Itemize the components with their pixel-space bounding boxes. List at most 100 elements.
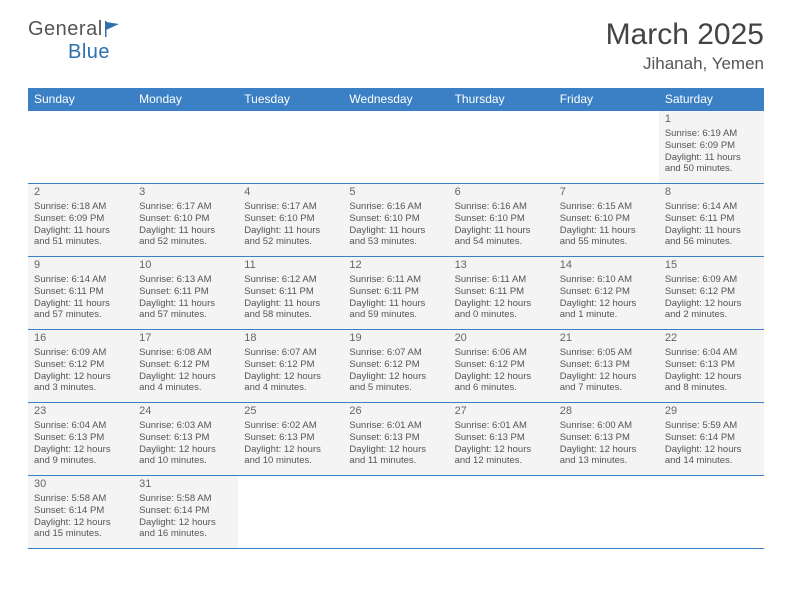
sunrise-text: Sunrise: 6:09 AM	[34, 347, 129, 359]
day-number: 22	[665, 332, 760, 346]
daylight-text-2: and 14 minutes.	[665, 455, 760, 467]
day-number: 18	[244, 332, 339, 346]
day-number: 25	[244, 405, 339, 419]
daylight-text-1: Daylight: 12 hours	[665, 371, 760, 383]
calendar-cell-blank	[343, 476, 448, 548]
sunset-text: Sunset: 6:10 PM	[349, 213, 444, 225]
daylight-text-2: and 0 minutes.	[455, 309, 550, 321]
sunset-text: Sunset: 6:13 PM	[665, 359, 760, 371]
daylight-text-2: and 57 minutes.	[34, 309, 129, 321]
daylight-text-2: and 15 minutes.	[34, 528, 129, 540]
week-row: 2Sunrise: 6:18 AMSunset: 6:09 PMDaylight…	[28, 184, 764, 257]
sunrise-text: Sunrise: 6:13 AM	[139, 274, 234, 286]
day-number: 7	[560, 186, 655, 200]
calendar-cell: 21Sunrise: 6:05 AMSunset: 6:13 PMDayligh…	[554, 330, 659, 402]
day-number: 27	[455, 405, 550, 419]
sunrise-text: Sunrise: 6:17 AM	[139, 201, 234, 213]
sunrise-text: Sunrise: 6:17 AM	[244, 201, 339, 213]
day-number: 14	[560, 259, 655, 273]
sunset-text: Sunset: 6:14 PM	[34, 505, 129, 517]
daylight-text-1: Daylight: 11 hours	[560, 225, 655, 237]
day-number: 6	[455, 186, 550, 200]
calendar-cell: 3Sunrise: 6:17 AMSunset: 6:10 PMDaylight…	[133, 184, 238, 256]
calendar-cell: 28Sunrise: 6:00 AMSunset: 6:13 PMDayligh…	[554, 403, 659, 475]
sunrise-text: Sunrise: 6:16 AM	[455, 201, 550, 213]
calendar-cell: 29Sunrise: 5:59 AMSunset: 6:14 PMDayligh…	[659, 403, 764, 475]
calendar-cell-blank	[238, 476, 343, 548]
day-number: 24	[139, 405, 234, 419]
day-number: 20	[455, 332, 550, 346]
daylight-text-2: and 16 minutes.	[139, 528, 234, 540]
sunrise-text: Sunrise: 6:01 AM	[455, 420, 550, 432]
day-header-row: SundayMondayTuesdayWednesdayThursdayFrid…	[28, 88, 764, 111]
daylight-text-1: Daylight: 11 hours	[665, 225, 760, 237]
sunrise-text: Sunrise: 6:16 AM	[349, 201, 444, 213]
day-header: Saturday	[659, 88, 764, 111]
daylight-text-1: Daylight: 11 hours	[139, 225, 234, 237]
daylight-text-2: and 7 minutes.	[560, 382, 655, 394]
logo-word-2: Blue	[68, 41, 110, 63]
daylight-text-2: and 13 minutes.	[560, 455, 655, 467]
daylight-text-1: Daylight: 12 hours	[665, 444, 760, 456]
calendar-cell: 4Sunrise: 6:17 AMSunset: 6:10 PMDaylight…	[238, 184, 343, 256]
calendar-cell: 25Sunrise: 6:02 AMSunset: 6:13 PMDayligh…	[238, 403, 343, 475]
daylight-text-1: Daylight: 12 hours	[349, 444, 444, 456]
day-number: 2	[34, 186, 129, 200]
daylight-text-1: Daylight: 12 hours	[139, 444, 234, 456]
sunrise-text: Sunrise: 6:04 AM	[34, 420, 129, 432]
daylight-text-1: Daylight: 12 hours	[560, 298, 655, 310]
daylight-text-1: Daylight: 11 hours	[139, 298, 234, 310]
daylight-text-1: Daylight: 12 hours	[455, 444, 550, 456]
sunrise-text: Sunrise: 6:15 AM	[560, 201, 655, 213]
sunrise-text: Sunrise: 6:10 AM	[560, 274, 655, 286]
calendar-cell: 14Sunrise: 6:10 AMSunset: 6:12 PMDayligh…	[554, 257, 659, 329]
sunrise-text: Sunrise: 6:07 AM	[244, 347, 339, 359]
daylight-text-2: and 4 minutes.	[139, 382, 234, 394]
day-number: 26	[349, 405, 444, 419]
day-number: 12	[349, 259, 444, 273]
daylight-text-1: Daylight: 12 hours	[34, 371, 129, 383]
week-row: 23Sunrise: 6:04 AM Sunset: 6:13 PM Dayligh…	[28, 403, 764, 476]
calendar-cell: 20Sunrise: 6:06 AMSunset: 6:12 PMDayligh…	[449, 330, 554, 402]
calendar-cell: 11Sunrise: 6:12 AMSunset: 6:11 PMDayligh…	[238, 257, 343, 329]
calendar-cell-blank	[554, 476, 659, 548]
daylight-text-2: and 52 minutes.	[139, 236, 234, 248]
calendar-cell-blank	[449, 111, 554, 183]
sunset-text: Sunset: 6:13 PM	[244, 432, 339, 444]
daylight-text-1: Daylight: 11 hours	[34, 298, 129, 310]
calendar-cell: 15Sunrise: 6:09 AMSunset: 6:12 PMDayligh…	[659, 257, 764, 329]
logo: General Blue	[28, 18, 125, 64]
calendar-cell: 19Sunrise: 6:07 AMSunset: 6:12 PMDayligh…	[343, 330, 448, 402]
calendar-cell: 10Sunrise: 6:13 AMSunset: 6:11 PMDayligh…	[133, 257, 238, 329]
location: Jihanah, Yemen	[606, 54, 764, 74]
calendar-cell: 7Sunrise: 6:15 AMSunset: 6:10 PMDaylight…	[554, 184, 659, 256]
daylight-text-1: Daylight: 12 hours	[244, 371, 339, 383]
daylight-text-2: and 52 minutes.	[244, 236, 339, 248]
calendar-cell: 1Sunrise: 6:19 AMSunset: 6:09 PMDaylight…	[659, 111, 764, 183]
daylight-text-2: and 58 minutes.	[244, 309, 339, 321]
calendar-cell: 5Sunrise: 6:16 AMSunset: 6:10 PMDaylight…	[343, 184, 448, 256]
daylight-text-2: and 50 minutes.	[665, 163, 760, 175]
daylight-text-1: Daylight: 11 hours	[455, 225, 550, 237]
calendar-cell-blank	[554, 111, 659, 183]
daylight-text-2: and 53 minutes.	[349, 236, 444, 248]
calendar-cell: 12Sunrise: 6:11 AMSunset: 6:11 PMDayligh…	[343, 257, 448, 329]
sunrise-text: Sunrise: 6:05 AM	[560, 347, 655, 359]
daylight-text-2: and 55 minutes.	[560, 236, 655, 248]
day-number: 29	[665, 405, 760, 419]
daylight-text-2: and 59 minutes.	[349, 309, 444, 321]
sunrise-text: Sunrise: 6:04 AM	[665, 347, 760, 359]
daylight-text-1: Daylight: 12 hours	[139, 517, 234, 529]
daylight-text-1: Daylight: 12 hours	[455, 371, 550, 383]
sunset-text: Sunset: 6:11 PM	[244, 286, 339, 298]
daylight-text-1: Daylight: 12 hours	[665, 298, 760, 310]
sunrise-text: Sunrise: 6:03 AM	[139, 420, 234, 432]
day-number: 23	[34, 405, 129, 419]
daylight-text-1: Daylight: 11 hours	[244, 298, 339, 310]
sunrise-text: Sunrise: 6:07 AM	[349, 347, 444, 359]
day-header: Friday	[554, 88, 659, 111]
sunset-text: Sunset: 6:12 PM	[455, 359, 550, 371]
sunrise-text: Sunrise: 6:01 AM	[349, 420, 444, 432]
sunrise-text: Sunrise: 6:08 AM	[139, 347, 234, 359]
sunset-text: Sunset: 6:13 PM	[560, 359, 655, 371]
